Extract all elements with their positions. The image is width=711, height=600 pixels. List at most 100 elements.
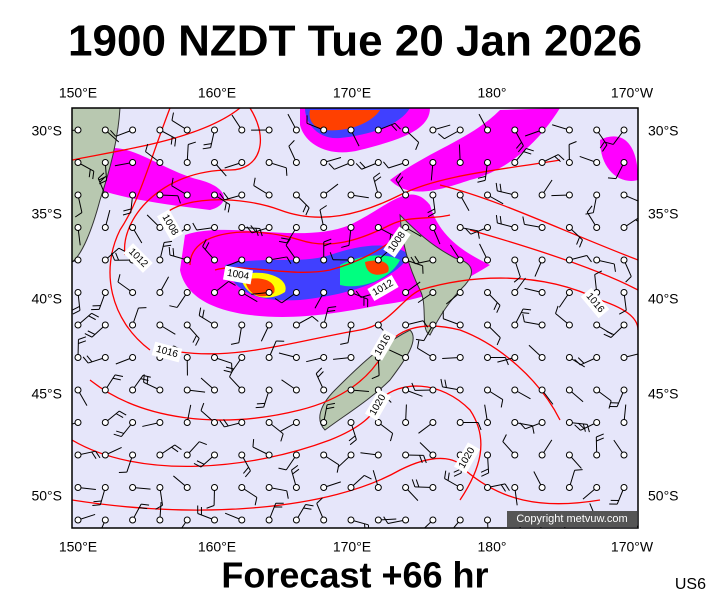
barb-feather [168, 246, 171, 256]
barb-feather [113, 433, 122, 438]
barb-station [292, 451, 300, 459]
barb-feather [635, 219, 638, 222]
barb-feather [95, 450, 101, 459]
barb-station [429, 126, 437, 134]
barb-feather [577, 422, 585, 429]
barb-station [156, 484, 164, 491]
barb-feather [355, 163, 362, 170]
barb-station [429, 321, 437, 329]
barb-station [429, 451, 437, 459]
barb-station [320, 191, 328, 199]
barb-station [484, 386, 491, 394]
barb-station [593, 451, 601, 459]
precipitation [100, 108, 638, 317]
barb-station [484, 354, 491, 361]
barb-station [238, 191, 246, 199]
barb-station [429, 386, 437, 394]
barb-feather [496, 305, 501, 313]
barb-feather [117, 274, 121, 283]
barb-station [238, 159, 246, 166]
barb-feather [274, 298, 282, 304]
barb-feather [477, 422, 482, 431]
barb-feather [495, 215, 498, 224]
barb-station [402, 386, 410, 394]
barb-station [347, 224, 355, 231]
barb-feather [111, 252, 116, 261]
barb-station [456, 224, 464, 231]
barb-feather [340, 342, 349, 345]
barb-feather [427, 212, 436, 218]
latitude-label: 35°S [648, 206, 679, 222]
barb-feather [255, 228, 259, 236]
barb-station [74, 256, 82, 264]
barb-station [402, 451, 410, 459]
barb-feather [522, 313, 525, 323]
barb-feather [521, 312, 530, 314]
barb-station [238, 256, 246, 264]
barb-station [101, 289, 109, 296]
barb-station [238, 484, 246, 491]
barb-station [565, 256, 573, 264]
barb-feather [602, 144, 608, 152]
barb-station [211, 224, 218, 231]
longitude-label: 160°E [198, 85, 236, 101]
barb-feather [605, 141, 614, 145]
barb-station [211, 451, 218, 459]
barb-station [538, 484, 546, 491]
isobar-label-box [367, 274, 399, 302]
longitude-label: 160°E [198, 539, 236, 555]
barb-station [265, 159, 273, 166]
barb-feather [359, 161, 366, 169]
barb-station [402, 191, 410, 199]
barb-station [183, 191, 191, 199]
barb-station [620, 354, 628, 361]
barb-station [565, 321, 573, 329]
barb-station [429, 516, 437, 524]
barb-station [265, 451, 273, 459]
barb-station [347, 159, 355, 166]
barb-station [129, 289, 137, 296]
barb-station [402, 484, 410, 491]
barb-station [265, 126, 273, 134]
barb-station [156, 516, 164, 524]
barb-station [265, 484, 273, 491]
barb-feather [302, 204, 307, 213]
barb-feather [493, 302, 498, 311]
barb-station [156, 386, 164, 394]
barb-feather [371, 375, 380, 380]
barb-station [538, 451, 546, 459]
longitude-label: 180° [478, 85, 507, 101]
barb-station [620, 451, 628, 459]
barb-feather [84, 333, 93, 338]
barb-station [347, 419, 355, 426]
barb-feather [56, 258, 61, 264]
barb-feather [410, 256, 416, 264]
barb-station [320, 419, 328, 426]
latitude-label: 50°S [31, 488, 62, 504]
barb-station [429, 224, 437, 231]
barb-station [565, 159, 573, 166]
barb-station [593, 484, 601, 491]
barb-feather [374, 176, 382, 182]
barb-feather [192, 335, 197, 343]
barb-station [101, 321, 109, 329]
barb-station [484, 191, 491, 199]
barb-feather [285, 238, 291, 246]
barb-station [238, 516, 246, 524]
barb-feather [219, 420, 225, 428]
barb-feather [303, 507, 312, 510]
barb-station [374, 419, 382, 426]
barb-feather [422, 320, 429, 328]
barb-station [484, 419, 491, 426]
barb-station [156, 419, 164, 426]
isobar-label: 1004 [226, 268, 250, 283]
barb-feather [341, 244, 350, 248]
barb-station [320, 321, 328, 329]
barb-station [183, 354, 191, 361]
barb-feather [513, 276, 521, 283]
latitude-label: 30°S [31, 123, 62, 139]
barb-feather [171, 446, 179, 453]
barb-station [347, 451, 355, 459]
barb-station [456, 321, 464, 329]
barb-station [101, 516, 109, 524]
